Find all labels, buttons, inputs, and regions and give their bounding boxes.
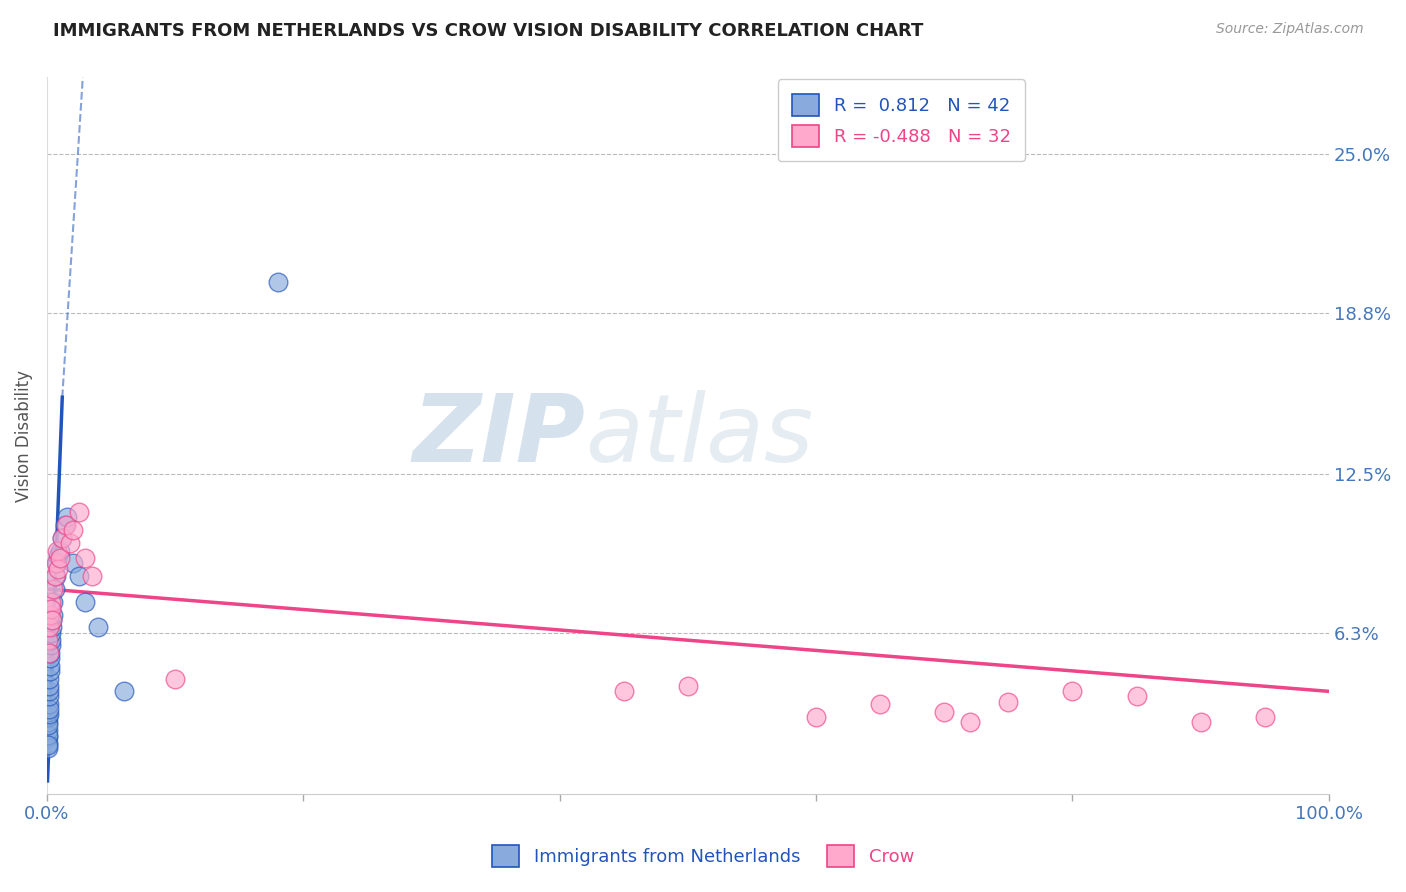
- Point: [38, 702, 60, 716]
- Point: [48, 551, 70, 566]
- Text: atlas: atlas: [585, 390, 814, 481]
- Point: [46, 543, 69, 558]
- Point: [38, 646, 60, 660]
- Point: [38, 707, 60, 722]
- Point: [39, 658, 62, 673]
- Point: [1062, 684, 1084, 698]
- Point: [613, 684, 636, 698]
- Point: [42, 582, 65, 596]
- Point: [38, 684, 60, 698]
- Point: [41, 602, 63, 616]
- Point: [804, 710, 827, 724]
- Point: [44, 569, 66, 583]
- Point: [39, 638, 62, 652]
- Point: [56, 510, 79, 524]
- Point: [39, 595, 62, 609]
- Point: [45, 569, 67, 583]
- Point: [37, 723, 59, 737]
- Point: [38, 672, 60, 686]
- Point: [39, 633, 62, 648]
- Point: [676, 679, 699, 693]
- Point: [37, 714, 59, 729]
- Point: [62, 523, 84, 537]
- Point: [37, 633, 59, 648]
- Point: [38, 697, 60, 711]
- Point: [37, 738, 59, 752]
- Point: [45, 557, 67, 571]
- Text: ZIP: ZIP: [412, 390, 585, 482]
- Point: [39, 651, 62, 665]
- Point: [37, 717, 59, 731]
- Point: [41, 613, 63, 627]
- Point: [39, 607, 62, 622]
- Point: [41, 607, 63, 622]
- Point: [39, 646, 62, 660]
- Point: [51, 531, 73, 545]
- Point: [59, 536, 82, 550]
- Point: [37, 728, 59, 742]
- Point: [1125, 690, 1147, 704]
- Point: [55, 518, 77, 533]
- Point: [934, 705, 956, 719]
- Point: [37, 731, 59, 745]
- Point: [62, 557, 84, 571]
- Point: [165, 672, 187, 686]
- Point: [42, 595, 65, 609]
- Point: [38, 664, 60, 678]
- Point: [38, 620, 60, 634]
- Point: [1189, 714, 1212, 729]
- Point: [67, 505, 90, 519]
- Point: [41, 625, 63, 640]
- Text: Source: ZipAtlas.com: Source: ZipAtlas.com: [1216, 22, 1364, 37]
- Y-axis label: Vision Disability: Vision Disability: [15, 369, 32, 501]
- Point: [869, 697, 891, 711]
- Point: [75, 595, 97, 609]
- Point: [38, 690, 60, 704]
- Point: [53, 518, 76, 533]
- Point: [38, 679, 60, 693]
- Point: [959, 714, 981, 729]
- Point: [80, 569, 103, 583]
- Point: [51, 531, 73, 545]
- Point: [37, 735, 59, 749]
- Text: IMMIGRANTS FROM NETHERLANDS VS CROW VISION DISABILITY CORRELATION CHART: IMMIGRANTS FROM NETHERLANDS VS CROW VISI…: [53, 22, 924, 40]
- Point: [37, 740, 59, 755]
- Point: [67, 569, 90, 583]
- Point: [44, 582, 66, 596]
- Point: [997, 695, 1019, 709]
- Point: [48, 543, 70, 558]
- Legend: Immigrants from Netherlands, Crow: Immigrants from Netherlands, Crow: [485, 838, 921, 874]
- Point: [46, 557, 69, 571]
- Point: [41, 613, 63, 627]
- Legend: R =  0.812   N = 42, R = -0.488   N = 32: R = 0.812 N = 42, R = -0.488 N = 32: [778, 79, 1025, 161]
- Point: [48, 561, 70, 575]
- Point: [75, 551, 97, 566]
- Point: [87, 620, 110, 634]
- Point: [37, 710, 59, 724]
- Point: [37, 705, 59, 719]
- Point: [41, 620, 63, 634]
- Point: [112, 684, 135, 698]
- Point: [48, 549, 70, 563]
- Point: [266, 275, 288, 289]
- Point: [1254, 710, 1277, 724]
